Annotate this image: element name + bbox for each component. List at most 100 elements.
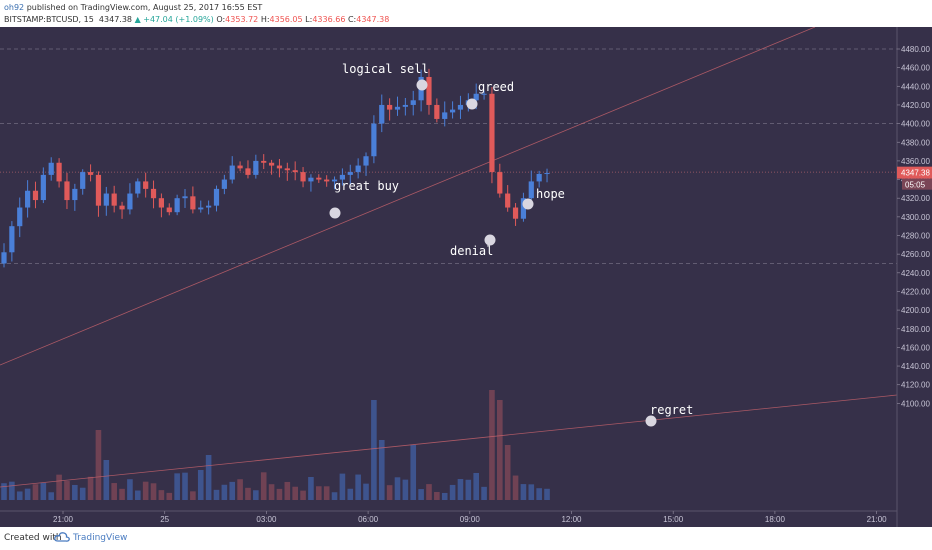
candle-body	[32, 190, 39, 201]
price-tick-label: 4160.00	[901, 343, 930, 352]
volume-bar	[363, 483, 369, 500]
candle-body	[339, 174, 346, 180]
candle-body	[135, 181, 141, 194]
time-tick-label: 21:00	[53, 515, 74, 524]
candle-body	[276, 165, 283, 169]
volume-bar	[410, 445, 417, 500]
price-chart[interactable]: logical sell greed great buy hope denial regr…	[0, 26, 932, 527]
candle-body	[9, 226, 15, 253]
volume-bar	[24, 488, 31, 500]
price-tick-label: 4180.00	[901, 325, 930, 334]
volume-bar	[16, 491, 23, 500]
candle-body	[387, 104, 393, 110]
volume-bar	[504, 445, 511, 500]
volume-bar	[1, 483, 7, 500]
candle-body	[457, 104, 464, 110]
price-tick-label: 4320.00	[901, 194, 930, 203]
candle-body	[394, 106, 401, 110]
annotation-marker	[484, 234, 496, 246]
author-link[interactable]: oh92	[4, 3, 25, 12]
volume-bar	[237, 479, 243, 500]
candle-body	[206, 205, 212, 208]
volume-bar	[87, 476, 94, 500]
volume-bar	[9, 481, 15, 500]
volume-bar	[190, 491, 196, 500]
candle-body	[127, 193, 133, 210]
volume-bar	[276, 488, 283, 500]
annotation-marker	[416, 79, 428, 91]
candle-body	[245, 168, 251, 175]
candle-body	[371, 123, 377, 157]
candle-body	[261, 160, 267, 163]
volume-bars	[1, 390, 550, 500]
candle-body	[292, 170, 298, 173]
price-axis[interactable]: 4480.00 4460.00 4440.00 4420.00 4400.00 4380.…	[896, 27, 932, 527]
candle-body	[119, 205, 125, 210]
volume-bar	[434, 492, 440, 500]
candle-body	[434, 104, 440, 119]
volume-bar	[449, 484, 456, 500]
volume-bar	[355, 474, 361, 500]
candle-body	[150, 188, 157, 199]
candle-body	[174, 198, 180, 213]
time-axis[interactable]: 21:00 25 03:00 06:00 09:00 12:00 15:00 18:00 21:…	[0, 510, 932, 524]
price-change: ▲ +47.04 (+1.09%)	[134, 15, 214, 24]
annotation-label: great buy	[334, 179, 399, 193]
candle-body	[229, 165, 235, 180]
volume-bar	[418, 489, 424, 500]
candle-body	[111, 193, 117, 206]
volume-bar	[402, 479, 409, 500]
created-with-text: Created with	[4, 533, 62, 543]
volume-bar	[339, 473, 346, 500]
candle-body	[80, 172, 86, 189]
volume-bar	[103, 460, 110, 500]
candle-body	[284, 168, 290, 171]
candle-body	[198, 207, 204, 210]
volume-bar	[205, 455, 212, 500]
candle-body	[25, 190, 31, 208]
candle-body	[103, 193, 109, 206]
candle-body	[143, 181, 149, 189]
ohlc-line: BITSTAMP:BTCUSD, 15 4347.38 ▲ +47.04 (+1…	[4, 15, 389, 24]
price-tick-label: 4400.00	[901, 120, 930, 129]
volume-bar	[457, 479, 464, 500]
low-label: L:	[305, 15, 313, 24]
candle-body	[489, 93, 495, 173]
price-tick-label: 4100.00	[901, 399, 930, 408]
price-tick-label: 4220.00	[901, 287, 930, 296]
candle-body	[56, 162, 62, 182]
candle-body	[528, 181, 534, 199]
volume-bar	[197, 470, 204, 500]
price-tick-label: 4420.00	[901, 101, 930, 110]
volume-bar	[245, 487, 251, 500]
candle-body	[442, 112, 448, 119]
candle-body	[347, 172, 353, 175]
tradingview-brand[interactable]: TradingView	[73, 533, 128, 543]
candle-body	[87, 172, 94, 175]
chart-footer: Created with TradingView	[0, 527, 932, 550]
chart-header: oh92 published on TradingView.com, Augus…	[0, 0, 932, 27]
chart-canvas[interactable]: logical sell greed great buy hope denial regr…	[0, 26, 932, 527]
open-label: O:	[216, 15, 226, 24]
candle-body	[355, 165, 361, 173]
annotation-marker	[329, 207, 341, 219]
volume-bar	[489, 390, 495, 500]
last-price: 4347.38	[98, 15, 133, 24]
volume-bar	[528, 484, 535, 500]
candle-body	[1, 252, 7, 264]
price-tick-label: 4260.00	[901, 250, 930, 259]
annotations: logical sell greed great buy hope denial regr…	[329, 62, 693, 427]
candle-body	[72, 188, 78, 201]
volume-bar	[221, 484, 228, 500]
volume-bar	[544, 488, 550, 500]
close-label: C:	[347, 15, 357, 24]
candle-body	[473, 93, 479, 101]
volume-bar	[134, 490, 141, 500]
high-value: 4356.05	[269, 15, 303, 24]
trendlines	[0, 26, 898, 488]
volume-bar	[158, 490, 165, 500]
time-tick-label: 15:00	[663, 515, 684, 524]
trendline-upper	[0, 26, 816, 366]
time-tick-label: 25	[160, 515, 169, 524]
candle-body	[158, 198, 164, 208]
